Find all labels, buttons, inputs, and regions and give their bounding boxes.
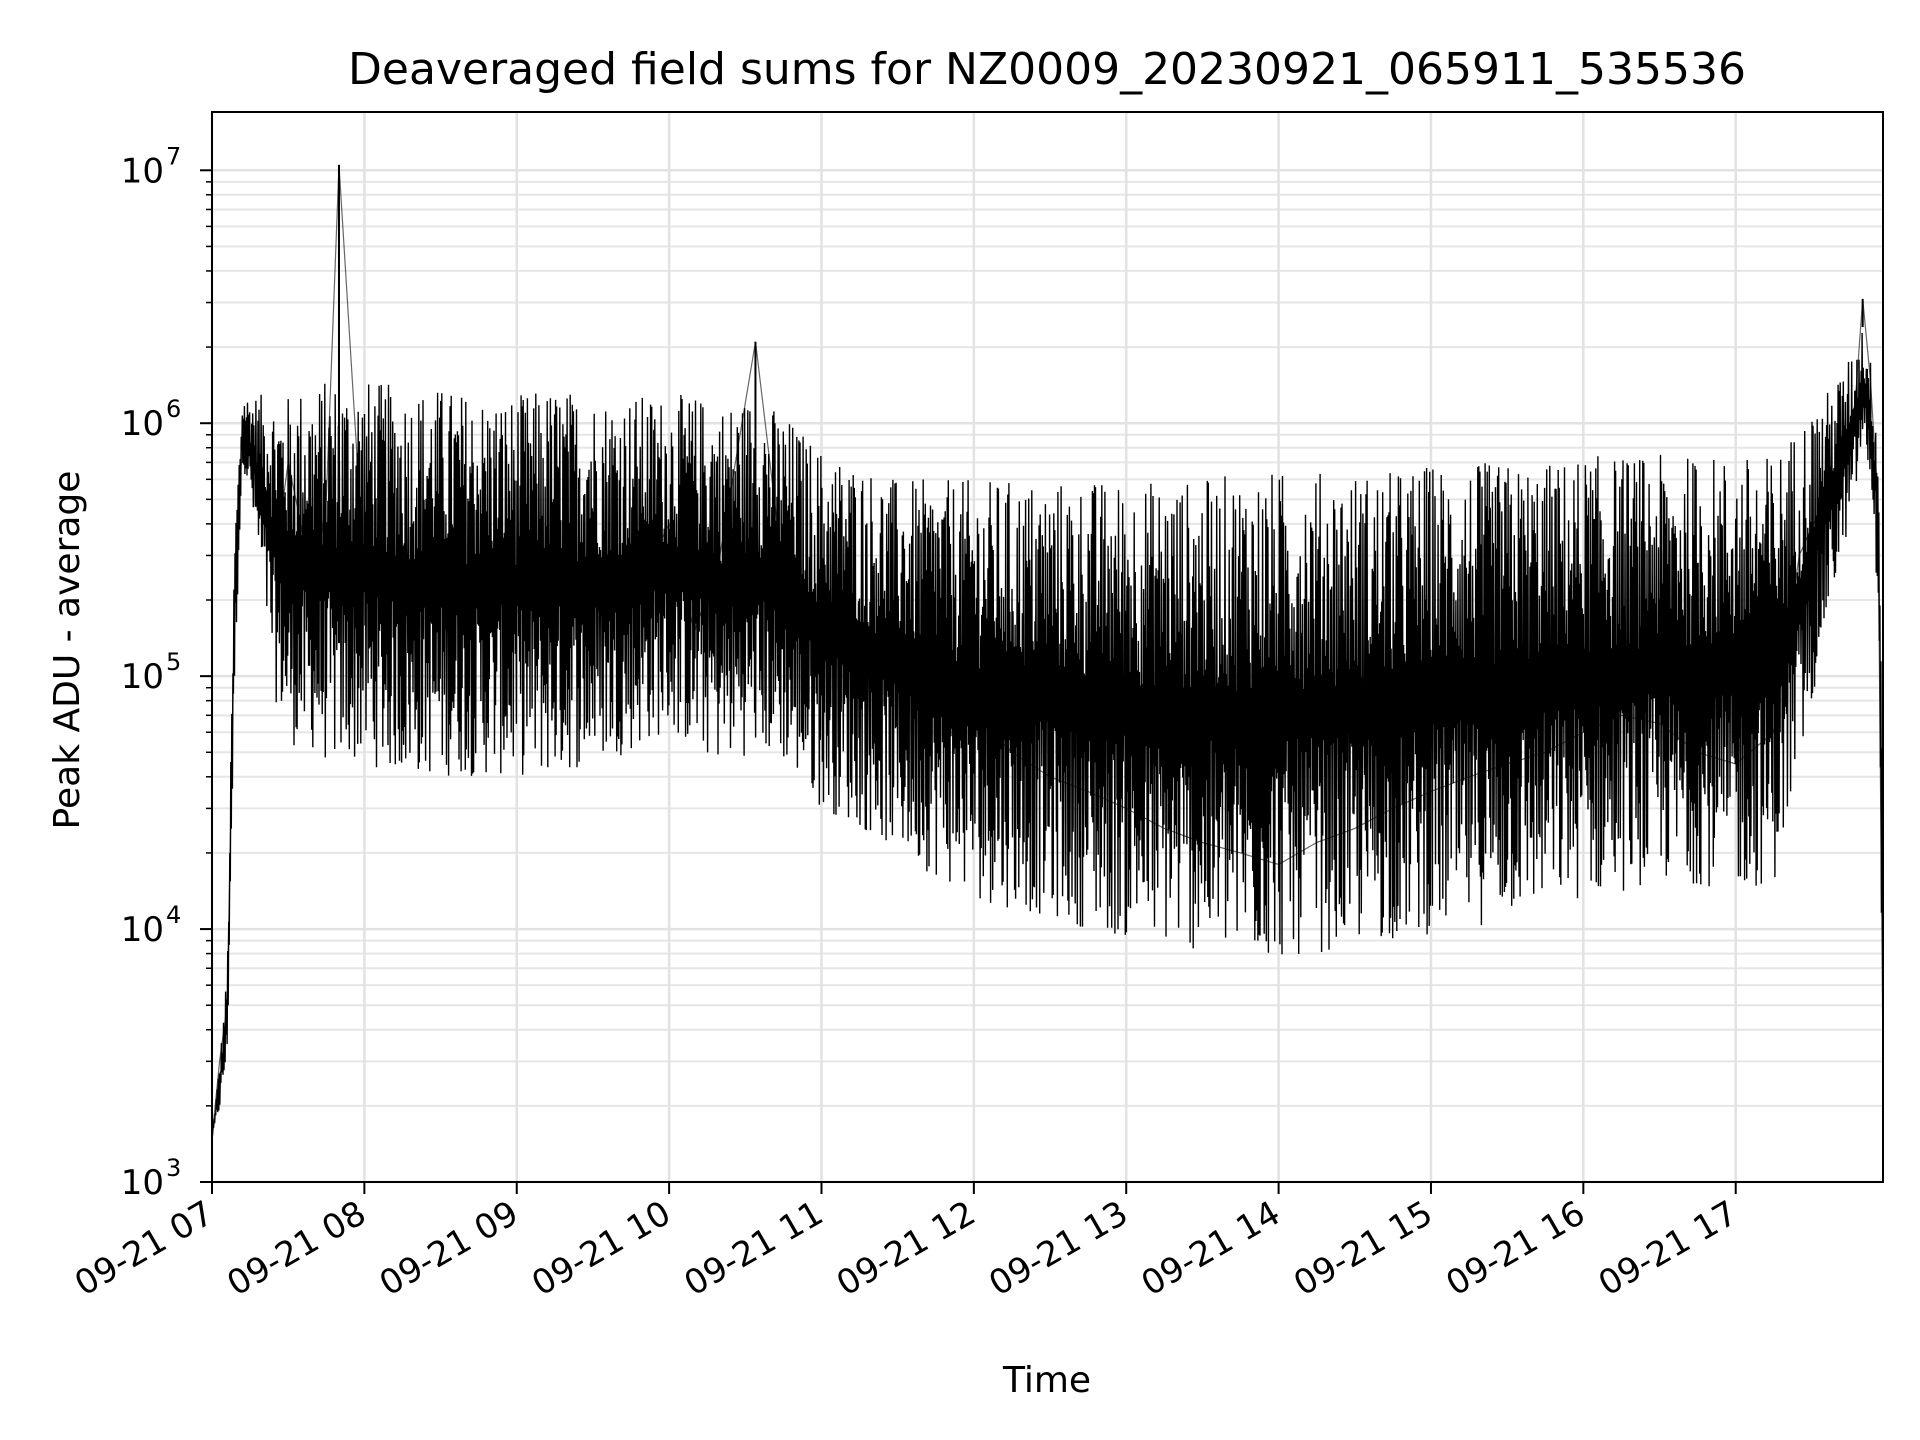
y-axis-label: Peak ADU - average — [47, 471, 88, 830]
chart-title: Deaveraged field sums for NZ0009_2023092… — [348, 44, 1746, 95]
y-tick-label: 10 — [121, 404, 164, 444]
y-tick-exponent: 7 — [166, 142, 181, 170]
plot-frame — [211, 111, 1884, 1183]
y-tick-exponent: 4 — [166, 901, 181, 929]
x-axis-label: Time — [1002, 1360, 1091, 1401]
series-layer — [211, 164, 1884, 1138]
y-tick-label: 10 — [121, 151, 164, 191]
y-tick-exponent: 6 — [166, 395, 181, 423]
y-tick-label: 10 — [121, 1163, 164, 1203]
y-tick-label: 10 — [121, 657, 164, 697]
y-tick-exponent: 3 — [166, 1154, 181, 1182]
y-tick-exponent: 5 — [166, 648, 181, 676]
series-line — [211, 164, 1884, 1138]
series-trace — [211, 332, 1884, 1138]
y-tick-label: 10 — [121, 910, 164, 950]
